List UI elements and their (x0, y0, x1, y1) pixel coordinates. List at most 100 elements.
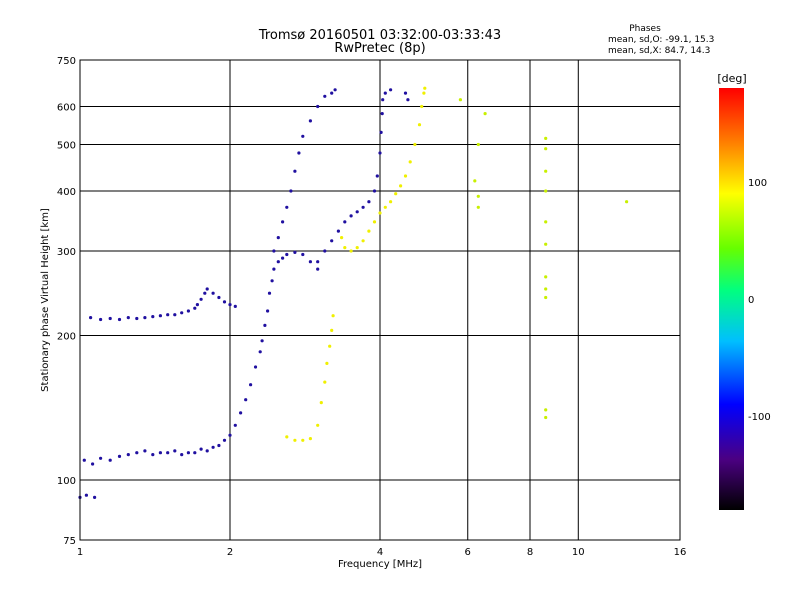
data-point (205, 449, 209, 453)
data-point (267, 291, 272, 295)
data-point (323, 249, 327, 253)
data-point (423, 86, 427, 90)
data-point (199, 447, 203, 451)
data-point (316, 423, 320, 427)
data-point (544, 220, 548, 224)
data-point (289, 189, 293, 193)
data-point (349, 249, 353, 253)
data-point (343, 246, 347, 250)
data-point (336, 229, 340, 233)
data-point (193, 451, 197, 455)
data-point (380, 112, 384, 116)
data-point (389, 88, 393, 92)
data-point (349, 214, 353, 218)
data-point (211, 445, 215, 449)
data-point (394, 192, 398, 196)
data-point (330, 91, 334, 95)
data-point (186, 451, 190, 455)
data-point (403, 174, 408, 178)
data-point (544, 189, 548, 193)
data-point (195, 303, 199, 307)
data-point (260, 339, 264, 343)
data-point (403, 91, 408, 95)
data-point (293, 169, 297, 173)
data-point (378, 151, 382, 155)
data-point (367, 200, 371, 204)
y-tick-label: 300 (57, 247, 76, 258)
data-point (135, 316, 139, 321)
data-point (323, 94, 327, 98)
data-point (126, 316, 130, 320)
data-point (308, 260, 312, 264)
x-tick-label: 16 (674, 547, 687, 558)
y-axis-label: Stationary phase Virtual Height [km] (40, 208, 51, 392)
x-tick-label: 10 (572, 547, 585, 558)
data-point (249, 383, 253, 387)
data-point (308, 119, 312, 123)
x-tick-label: 8 (527, 547, 533, 558)
data-point (399, 184, 403, 188)
data-point (355, 210, 359, 214)
stats-heading: Phases (629, 24, 661, 34)
data-point (99, 456, 103, 460)
colorbar-label: [deg] (717, 72, 746, 85)
data-point (544, 242, 548, 246)
data-point (316, 260, 320, 264)
data-point (263, 323, 267, 327)
data-point (331, 314, 335, 318)
data-point (117, 454, 122, 458)
data-point (319, 401, 323, 405)
data-point (135, 451, 139, 455)
data-point (330, 239, 334, 243)
data-point (272, 267, 276, 271)
data-point (544, 287, 548, 291)
data-point (180, 311, 184, 315)
data-point (258, 350, 262, 354)
data-point (323, 380, 327, 384)
data-point (293, 438, 297, 442)
data-point (301, 438, 305, 442)
data-point (301, 134, 305, 138)
grid-layer (80, 60, 680, 540)
data-point (476, 142, 480, 147)
colorbar-tick-label: 100 (748, 178, 767, 189)
stats-line-o: mean, sd,O: -99.1, 15.3 (608, 35, 714, 45)
data-point (355, 246, 359, 250)
y-tick-label: 100 (57, 476, 76, 487)
data-point (372, 220, 377, 224)
data-point (193, 306, 197, 310)
data-point (244, 398, 248, 402)
data-point (281, 220, 285, 224)
data-point (473, 179, 477, 183)
data-point (117, 317, 122, 322)
x-tick-label: 1 (77, 547, 83, 558)
data-point (173, 449, 177, 453)
data-point (285, 252, 289, 257)
data-point (272, 249, 276, 253)
data-point (285, 205, 289, 209)
data-point (222, 300, 227, 304)
data-point (420, 104, 424, 109)
y-tick-label: 500 (57, 141, 76, 152)
data-point (158, 451, 162, 455)
data-point (476, 205, 480, 209)
data-point (413, 142, 417, 147)
data-point (228, 433, 232, 437)
data-point (166, 313, 170, 317)
data-point (544, 136, 548, 140)
data-point (270, 279, 274, 283)
data-point (233, 423, 237, 427)
colorbar-ticks: 100 0 -100 (748, 178, 771, 423)
colorbar-tick-label: 0 (748, 295, 754, 306)
colorbar-tick-label: -100 (748, 412, 771, 423)
data-point (458, 98, 462, 102)
data-point (217, 295, 221, 300)
y-tick-label: 200 (57, 332, 76, 343)
data-point (276, 260, 280, 264)
data-point (476, 194, 480, 198)
data-point (205, 287, 209, 291)
data-point (381, 98, 385, 102)
data-point (108, 316, 112, 321)
data-point (143, 449, 147, 453)
